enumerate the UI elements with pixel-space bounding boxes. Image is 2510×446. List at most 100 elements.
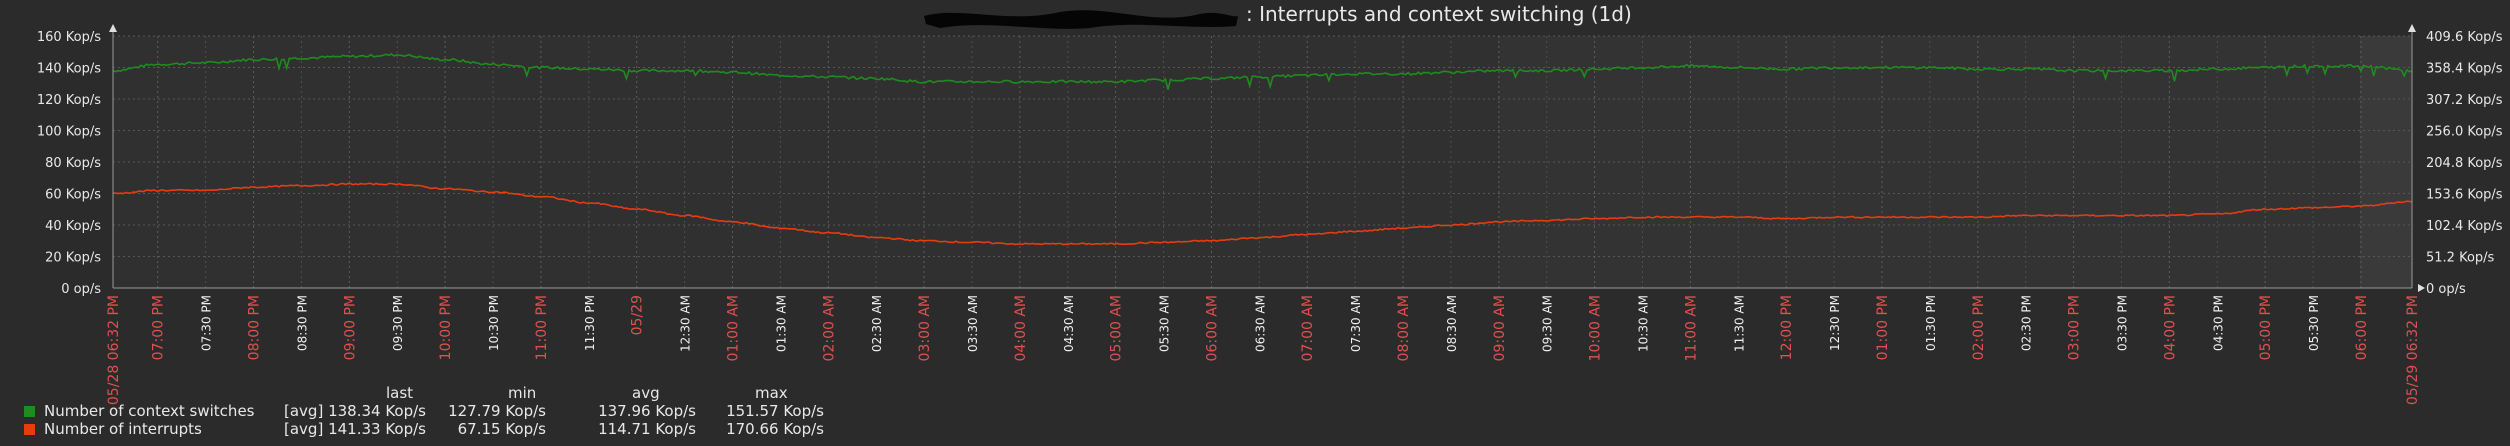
y-axis-arrow-right [2408, 24, 2416, 32]
legend-max: 151.57 Kop/s [726, 402, 824, 420]
x-tick-label: 10:30 AM [1637, 295, 1651, 352]
y-left-tick-label: 120 Kop/s [37, 93, 101, 108]
x-tick-label: 07:00 PM [151, 295, 167, 360]
x-tick-label-group: 05:30 AM [1158, 295, 1172, 352]
y-right-tick-label: 102.4 Kop/s [2426, 219, 2503, 234]
x-tick-label-group: 09:00 AM [1492, 295, 1508, 361]
x-tick-label: 04:30 PM [2211, 295, 2225, 351]
legend-last: 138.34 Kop/s [328, 402, 426, 420]
legend-swatch-interrupts [24, 424, 35, 435]
legend-name: Number of interrupts [44, 420, 202, 438]
y-right-tick-label: 256.0 Kop/s [2426, 125, 2503, 140]
x-tick-label: 05:00 PM [2258, 295, 2274, 360]
x-tick-label: 11:30 PM [583, 295, 597, 351]
x-tick-label-group: 04:00 PM [2162, 295, 2178, 360]
x-tick-label-group: 07:30 AM [1349, 295, 1363, 352]
x-tick-label: 03:00 PM [2067, 295, 2083, 360]
x-tick-label: 11:00 PM [534, 295, 550, 360]
y-left-tick-label: 80 Kop/s [45, 156, 101, 171]
y-right-tick-label: 409.6 Kop/s [2426, 30, 2503, 45]
x-tick-label-group: 07:00 PM [151, 295, 167, 360]
x-tick-label-group: 10:00 AM [1588, 295, 1604, 361]
x-tick-label: 12:30 PM [1828, 295, 1842, 351]
legend-swatch-context [24, 406, 35, 417]
legend-last: 141.33 Kop/s [328, 420, 426, 438]
x-tick-label-group: 03:30 AM [966, 295, 980, 352]
x-tick-label: 05/28 06:32 PM [106, 295, 122, 405]
y-right-tick-label: 204.8 Kop/s [2426, 156, 2503, 171]
x-tick-label-group: 01:00 AM [725, 295, 741, 361]
legend-avg: 114.71 Kop/s [598, 420, 696, 438]
legend-min: 127.79 Kop/s [448, 402, 546, 420]
y-left-tick-label: 140 Kop/s [37, 62, 101, 77]
x-tick-label-group: 03:00 AM [917, 295, 933, 361]
legend-header-avg: avg [632, 384, 660, 402]
x-tick-label: 08:00 AM [1396, 295, 1412, 361]
x-tick-label-group: 02:30 PM [2020, 295, 2034, 351]
y-right-tick-label: 358.4 Kop/s [2426, 62, 2503, 77]
legend-max: 170.66 Kop/s [726, 420, 824, 438]
x-tick-label-group: 12:30 PM [1828, 295, 1842, 351]
x-tick-label: 01:00 PM [1875, 295, 1891, 360]
x-tick-label-group: 07:30 PM [200, 295, 214, 351]
y-axis-arrow-left [109, 24, 117, 32]
x-tick-label-group: 11:00 PM [534, 295, 550, 360]
y-left-tick-label: 160 Kop/s [37, 30, 101, 45]
redaction-scribble [924, 10, 1238, 29]
y-left-tick-label: 0 op/s [61, 282, 101, 297]
x-tick-label: 05/29 [630, 295, 646, 335]
x-tick-label: 08:30 PM [295, 295, 309, 351]
x-tick-label-group: 05/29 [630, 295, 646, 335]
x-tick-label-group: 01:30 PM [1924, 295, 1938, 351]
x-tick-label-group: 02:00 AM [821, 295, 837, 361]
x-tick-label-group: 11:30 PM [583, 295, 597, 351]
x-tick-label: 05:30 PM [2307, 295, 2321, 351]
x-tick-label: 01:00 AM [725, 295, 741, 361]
x-tick-label-group: 05/29 06:32 PM [2405, 295, 2421, 405]
legend-header-min: min [508, 384, 537, 402]
x-tick-label: 10:30 PM [487, 295, 501, 351]
x-tick-label: 06:30 AM [1253, 295, 1267, 352]
x-tick-label: 04:00 PM [2162, 295, 2178, 360]
x-tick-label-group: 09:00 PM [342, 295, 358, 360]
x-tick-label-group: 01:00 PM [1875, 295, 1891, 360]
x-tick-label-group: 04:30 PM [2211, 295, 2225, 351]
x-tick-label: 05:30 AM [1158, 295, 1172, 352]
x-tick-label-group: 06:00 AM [1204, 295, 1220, 361]
x-tick-label: 03:30 AM [966, 295, 980, 352]
x-tick-label-group: 11:00 AM [1683, 295, 1699, 361]
x-tick-label: 05/29 06:32 PM [2405, 295, 2421, 405]
x-tick-label-group: 04:00 AM [1013, 295, 1029, 361]
x-tick-label: 03:30 PM [2115, 295, 2129, 351]
x-tick-label: 04:30 AM [1062, 295, 1076, 352]
legend-min: 67.15 Kop/s [457, 420, 546, 438]
y-right-tick-label: 51.2 Kop/s [2426, 251, 2495, 266]
x-tick-label-group: 10:30 AM [1637, 295, 1651, 352]
x-tick-label-group: 10:00 PM [438, 295, 454, 360]
y-right-tick-label: 307.2 Kop/s [2426, 93, 2503, 108]
x-tick-label: 02:00 AM [821, 295, 837, 361]
x-tick-label-group: 03:30 PM [2115, 295, 2129, 351]
y-right-tick-label: 153.6 Kop/s [2426, 188, 2503, 203]
x-tick-label-group: 12:30 AM [679, 295, 693, 352]
x-tick-label: 10:00 PM [438, 295, 454, 360]
x-tick-label: 10:00 AM [1588, 295, 1604, 361]
x-tick-label-group: 05/28 06:32 PM [106, 295, 122, 405]
series-line-context-switches [112, 53, 2413, 90]
y-axis-left: 0 op/s 20 Kop/s 40 Kop/s 60 Kop/s 80 Kop/s 10… [37, 30, 101, 297]
x-tick-label: 02:00 PM [1971, 295, 1987, 360]
x-tick-label-group: 12:00 PM [1779, 295, 1795, 360]
y-left-tick-label: 60 Kop/s [45, 188, 101, 203]
x-tick-label: 09:00 PM [342, 295, 358, 360]
x-tick-label-group: 09:30 AM [1541, 295, 1555, 352]
x-tick-label-group: 08:00 PM [247, 295, 263, 360]
x-tick-label-group: 05:30 PM [2307, 295, 2321, 351]
x-tick-label-group: 08:30 AM [1445, 295, 1459, 352]
grid-lines [113, 35, 2412, 288]
x-tick-label: 03:00 AM [917, 295, 933, 361]
x-tick-label-group: 02:30 AM [870, 295, 884, 352]
legend-header-last: last [386, 384, 414, 402]
y-axis-right: 0 op/s 51.2 Kop/s 102.4 Kop/s 153.6 Kop/s 20… [2426, 30, 2503, 297]
x-tick-label: 09:30 PM [391, 295, 405, 351]
